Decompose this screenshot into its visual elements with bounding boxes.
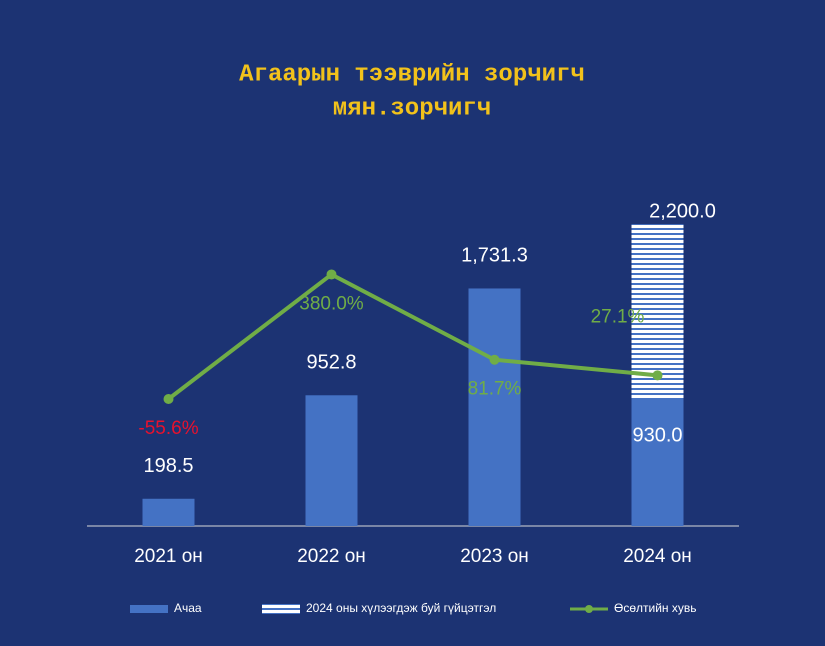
line-marker [163,393,174,404]
bar [468,288,521,526]
chart-title: Агаарын тээврийн зорчигч [239,61,585,88]
bar [305,395,358,526]
legend-swatch [262,604,300,614]
data-label: 952.8 [306,352,356,374]
data-label: 2,200.0 [649,200,716,222]
bar [631,398,684,526]
data-label: 930.0 [632,425,682,447]
percent-label: 81.7% [468,379,522,400]
legend-label: Өсөлтийн хувь [614,601,697,615]
percent-label: 27.1% [591,306,645,327]
data-label: 198.5 [143,455,193,477]
x-tick-label: 2022 он [297,546,366,567]
legend-swatch [130,605,168,613]
line-marker [326,269,337,280]
x-tick-label: 2023 он [460,546,529,567]
chart-subtitle: мян.зорчигч [333,95,491,122]
bar [142,498,195,526]
legend-label: 2024 оны хүлээгдэж буй гүйцэтгэл [306,601,496,615]
data-label: 1,731.3 [461,245,528,267]
x-tick-label: 2021 он [134,546,203,567]
x-tick-label: 2024 он [623,546,692,567]
line-marker [489,354,500,365]
legend-swatch [585,605,593,613]
percent-label: -55.6% [138,418,198,439]
line-marker [652,370,663,381]
percent-label: 380.0% [299,293,364,314]
line [167,272,658,401]
legend-label: Ачаа [174,601,202,615]
